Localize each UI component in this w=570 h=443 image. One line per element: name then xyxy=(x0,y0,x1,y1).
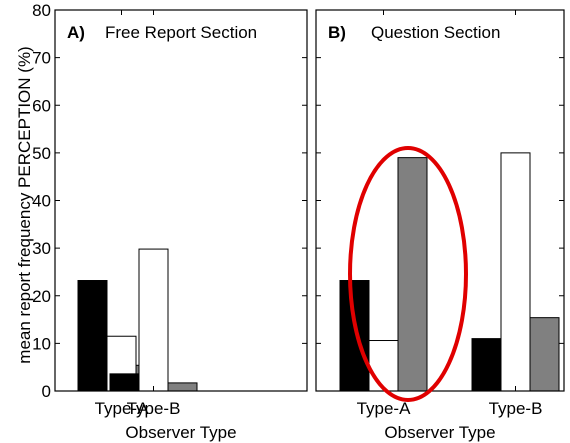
x-axis-label: Observer Type xyxy=(125,423,236,442)
bar xyxy=(138,248,169,392)
x-tick-label: Type-B xyxy=(489,399,543,418)
y-tick-label: 20 xyxy=(32,287,51,306)
panel-title: Free Report Section xyxy=(105,23,257,42)
y-tick-label: 60 xyxy=(32,96,51,115)
y-tick-label: 70 xyxy=(32,49,51,68)
y-tick-label: 10 xyxy=(32,334,51,353)
annotation-ellipse xyxy=(348,146,468,402)
bar xyxy=(339,280,370,392)
panel-label: B) xyxy=(328,23,346,42)
bar xyxy=(529,317,560,392)
bar xyxy=(471,338,502,392)
bar xyxy=(368,340,399,392)
y-tick-label: 50 xyxy=(32,144,51,163)
bar xyxy=(77,280,108,392)
bar xyxy=(500,152,531,392)
y-tick-label: 0 xyxy=(42,382,51,401)
y-tick-label: 80 xyxy=(32,1,51,20)
panel-label: A) xyxy=(67,23,85,42)
panel-b: Type-A Type-B B) Question Section Observer T… xyxy=(315,9,565,442)
y-tick-label: 30 xyxy=(32,239,51,258)
y-tick-label: 40 xyxy=(32,192,51,211)
bar xyxy=(397,157,428,392)
x-tick-label: Type-A xyxy=(95,399,150,418)
x-tick-label: Type-B xyxy=(127,399,181,418)
bar xyxy=(109,373,140,392)
y-axis-label: mean report frequency PERCEPTION (%) xyxy=(15,46,34,363)
panel-title: Question Section xyxy=(371,23,500,42)
bar xyxy=(167,382,198,392)
x-tick-label: Type-A xyxy=(357,399,412,418)
x-axis-label: Observer Type xyxy=(384,423,495,442)
